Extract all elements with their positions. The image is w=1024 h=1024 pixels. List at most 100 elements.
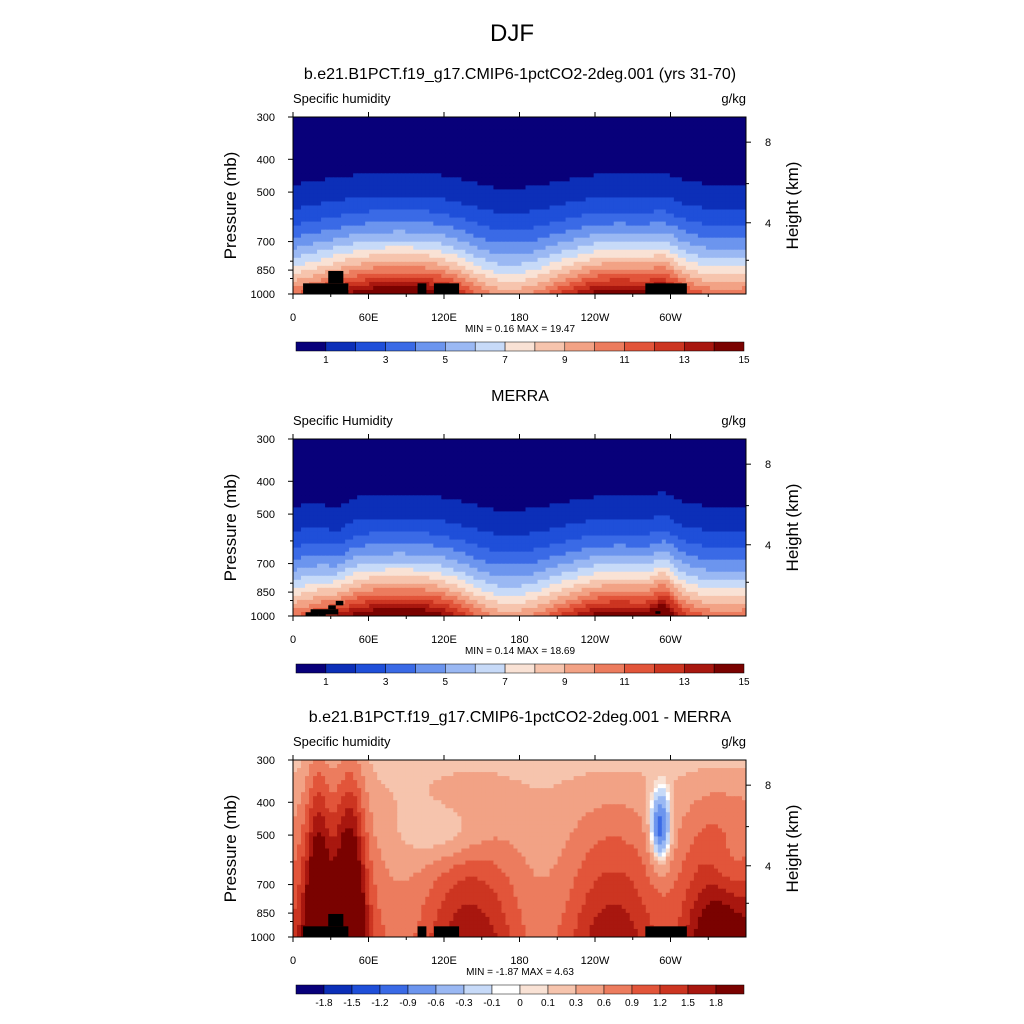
colorbar-label: -0.1 <box>483 998 501 1009</box>
x-tick-label: 60E <box>359 634 379 646</box>
y2-axis-label: Height (km) <box>783 484 802 572</box>
x-tick-label: 60E <box>359 955 379 967</box>
y-tick-label: 400 <box>257 476 275 488</box>
colorbar-swatch <box>415 341 446 352</box>
panel-title: b.e21.B1PCT.f19_g17.CMIP6-1pctCO2-2deg.0… <box>304 66 736 83</box>
colorbar-label: -1.2 <box>371 998 389 1009</box>
colorbar-swatch <box>684 341 715 352</box>
y2-tick-label: 4 <box>765 218 771 230</box>
x-tick-label: 0 <box>290 634 296 646</box>
colorbar-swatch <box>594 663 625 674</box>
colorbar-swatch <box>385 663 416 674</box>
colorbar-swatch <box>379 984 409 995</box>
colorbar-swatch <box>504 663 536 674</box>
colorbar-label: 1.2 <box>653 998 667 1009</box>
y-tick-label: 500 <box>257 187 275 199</box>
colorbar-label: 9 <box>562 677 568 688</box>
colorbar-swatch <box>323 984 353 995</box>
colorbar-label: 3 <box>383 355 389 366</box>
stats-text: MIN = 0.16 MAX = 19.47 <box>465 324 575 335</box>
panel-3: b.e21.B1PCT.f19_g17.CMIP6-1pctCO2-2deg.0… <box>221 709 802 1009</box>
colorbar-label: 0.1 <box>541 998 555 1009</box>
colorbar-label: 0.3 <box>569 998 583 1009</box>
y-tick-label: 700 <box>257 237 275 249</box>
colorbar-swatch <box>684 663 715 674</box>
colorbar-swatch <box>295 341 327 352</box>
y-tick-label: 850 <box>257 265 275 277</box>
y-axis-label: Pressure (mb) <box>221 152 240 260</box>
x-tick-label: 60E <box>359 312 379 324</box>
colorbar-swatch <box>654 341 685 352</box>
colorbar-label: -0.9 <box>399 998 417 1009</box>
x-tick-label: 120E <box>431 955 457 967</box>
panel-right-label: g/kg <box>721 734 746 749</box>
x-tick-label: 180 <box>510 312 528 324</box>
colorbar-swatch <box>564 663 595 674</box>
colorbar-swatch <box>594 341 625 352</box>
contour-field <box>293 439 746 616</box>
colorbar-swatch <box>385 341 416 352</box>
colorbar-swatch <box>624 663 655 674</box>
colorbar-swatch <box>575 984 605 995</box>
x-tick-label: 60W <box>659 955 682 967</box>
colorbar-label: 5 <box>443 355 449 366</box>
y-tick-label: 300 <box>257 434 275 446</box>
colorbar-label: -0.3 <box>455 998 473 1009</box>
colorbar-swatch <box>474 341 506 352</box>
colorbar-swatch <box>491 984 521 995</box>
x-tick-label: 180 <box>510 955 528 967</box>
contour-field <box>293 760 746 937</box>
colorbar-label: -1.5 <box>343 998 361 1009</box>
y-tick-label: 300 <box>257 755 275 767</box>
y-tick-label: 400 <box>257 154 275 166</box>
y-tick-label: 850 <box>257 908 275 920</box>
colorbar-swatch <box>534 663 566 674</box>
colorbar-swatch <box>603 984 633 995</box>
colorbar-swatch <box>463 984 493 995</box>
panel-left-label: Specific Humidity <box>293 413 393 428</box>
colorbar-swatch <box>355 341 386 352</box>
panel-left-label: Specific humidity <box>293 734 391 749</box>
y-tick-label: 850 <box>257 587 275 599</box>
colorbar-swatch <box>519 984 549 995</box>
x-tick-label: 60W <box>659 312 682 324</box>
colorbar-label: 3 <box>383 677 389 688</box>
y-tick-label: 700 <box>257 559 275 571</box>
colorbar: 1 3 5 7 9 11 13 15 <box>295 663 750 688</box>
colorbar-swatch <box>407 984 437 995</box>
colorbar-label: 11 <box>619 355 630 366</box>
colorbar-label: 15 <box>738 355 750 366</box>
terrain-mask <box>305 600 661 616</box>
y2-axis-label: Height (km) <box>783 805 802 893</box>
colorbar-label: 1.8 <box>709 998 723 1009</box>
panel-left-label: Specific humidity <box>293 91 391 106</box>
y2-tick-label: 4 <box>765 540 771 552</box>
colorbar-label: 11 <box>619 677 630 688</box>
colorbar-label: 0 <box>517 998 523 1009</box>
colorbar-swatch <box>355 663 386 674</box>
colorbar-swatch <box>445 663 476 674</box>
y-tick-label: 500 <box>257 509 275 521</box>
y-tick-label: 500 <box>257 830 275 842</box>
panel-title: b.e21.B1PCT.f19_g17.CMIP6-1pctCO2-2deg.0… <box>309 709 732 726</box>
y-tick-label: 1000 <box>251 289 275 301</box>
colorbar-swatch <box>659 984 689 995</box>
contour-field <box>293 117 746 294</box>
colorbar-label: 0.6 <box>597 998 611 1009</box>
colorbar-label: 7 <box>502 677 508 688</box>
colorbar-label: 1 <box>323 355 329 366</box>
colorbar-label: 0.9 <box>625 998 639 1009</box>
colorbar-swatch <box>687 984 717 995</box>
panel-1: b.e21.B1PCT.f19_g17.CMIP6-1pctCO2-2deg.0… <box>221 66 802 366</box>
colorbar-swatch <box>715 984 745 995</box>
x-tick-label: 0 <box>290 955 296 967</box>
colorbar-swatch <box>624 341 655 352</box>
y-axis-label: Pressure (mb) <box>221 795 240 903</box>
x-tick-label: 60W <box>659 634 682 646</box>
terrain-mask <box>303 270 687 294</box>
colorbar-label: -0.6 <box>427 998 445 1009</box>
colorbar-label: 1 <box>323 677 329 688</box>
colorbar-swatch <box>295 984 325 995</box>
